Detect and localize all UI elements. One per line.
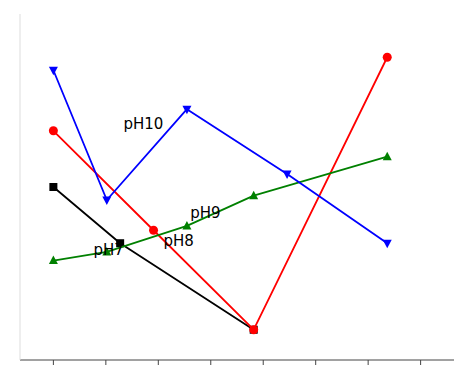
point-marker (49, 126, 58, 135)
x-tick (53, 360, 54, 365)
series-line (53, 70, 387, 243)
chart-container: pH7 pH8 pH9 pH10 (0, 0, 474, 390)
point-marker (249, 191, 258, 200)
x-tick (263, 360, 264, 365)
annotation: pH9 (190, 204, 220, 222)
point-marker (49, 67, 58, 76)
y-axis-line (20, 14, 21, 360)
point-marker (182, 106, 191, 115)
series-line (53, 57, 387, 329)
x-tick (315, 360, 316, 365)
x-tick (420, 360, 421, 365)
annotations: pH7 pH8 pH9 pH10 (93, 115, 220, 258)
point-marker (102, 196, 111, 205)
point-marker (49, 183, 57, 191)
point-marker (383, 240, 392, 249)
x-axis-line (20, 360, 454, 361)
x-tick (368, 360, 369, 365)
point-marker (283, 171, 292, 180)
plot-area (49, 53, 392, 334)
axes (20, 14, 454, 365)
point-marker (149, 226, 158, 235)
annotation: pH10 (123, 115, 163, 133)
chart-svg: pH7 pH8 pH9 pH10 (0, 0, 474, 390)
point-marker (249, 325, 258, 334)
point-marker (49, 256, 58, 265)
point-marker (182, 221, 191, 230)
series (49, 152, 392, 264)
point-marker (383, 152, 392, 161)
series (49, 53, 392, 334)
annotation: pH8 (164, 232, 194, 250)
x-tick (210, 360, 211, 365)
annotation: pH7 (93, 241, 123, 259)
point-marker (383, 53, 392, 62)
point-marker (250, 326, 258, 334)
series (49, 67, 392, 249)
series (49, 183, 257, 334)
x-tick (105, 360, 106, 365)
x-tick (158, 360, 159, 365)
